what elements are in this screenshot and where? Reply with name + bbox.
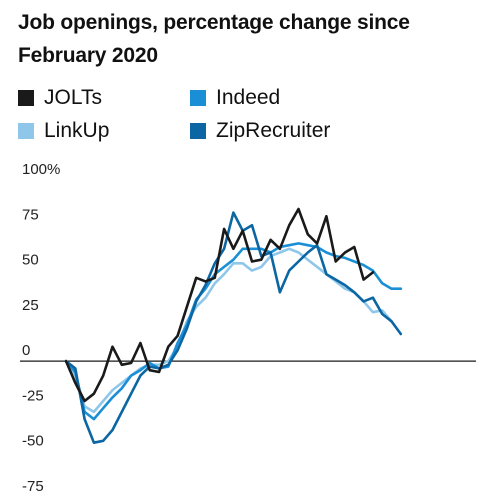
y-tick-label: 0	[22, 342, 30, 359]
line-chart: 100% 75 50 25 0 -25 -50 -75	[20, 161, 476, 495]
y-tick-label: 50	[22, 252, 39, 269]
legend-item-jolts: JOLTs	[18, 86, 102, 110]
y-tick-label: -25	[22, 387, 44, 404]
chart-legend: JOLTs Indeed LinkUp ZipRecruiter	[18, 86, 488, 156]
legend-item-ziprecruiter: ZipRecruiter	[190, 119, 330, 143]
legend-swatch-jolts	[18, 90, 34, 106]
legend-swatch-indeed	[190, 90, 206, 106]
series-line-jolts	[64, 207, 375, 403]
chart-title: Job openings, percentage change since Fe…	[18, 11, 410, 67]
legend-label-jolts: JOLTs	[44, 86, 102, 109]
legend-label-ziprecruiter: ZipRecruiter	[216, 119, 331, 142]
series-line-indeed	[64, 242, 403, 421]
y-tick-label: 25	[22, 297, 39, 314]
legend-swatch-ziprecruiter	[190, 123, 206, 139]
legend-item-linkup: LinkUp	[18, 119, 109, 143]
legend-swatch-linkup	[18, 123, 34, 139]
y-tick-label: -75	[22, 478, 44, 495]
y-tick-label: 75	[22, 206, 39, 223]
legend-item-indeed: Indeed	[190, 86, 280, 110]
legend-label-linkup: LinkUp	[44, 119, 110, 142]
y-tick-label: -50	[22, 433, 44, 450]
series-line-linkup	[64, 247, 393, 414]
legend-label-indeed: Indeed	[216, 86, 281, 109]
series-line-ziprecruiter	[64, 211, 403, 444]
y-tick-label: 100%	[22, 161, 60, 178]
